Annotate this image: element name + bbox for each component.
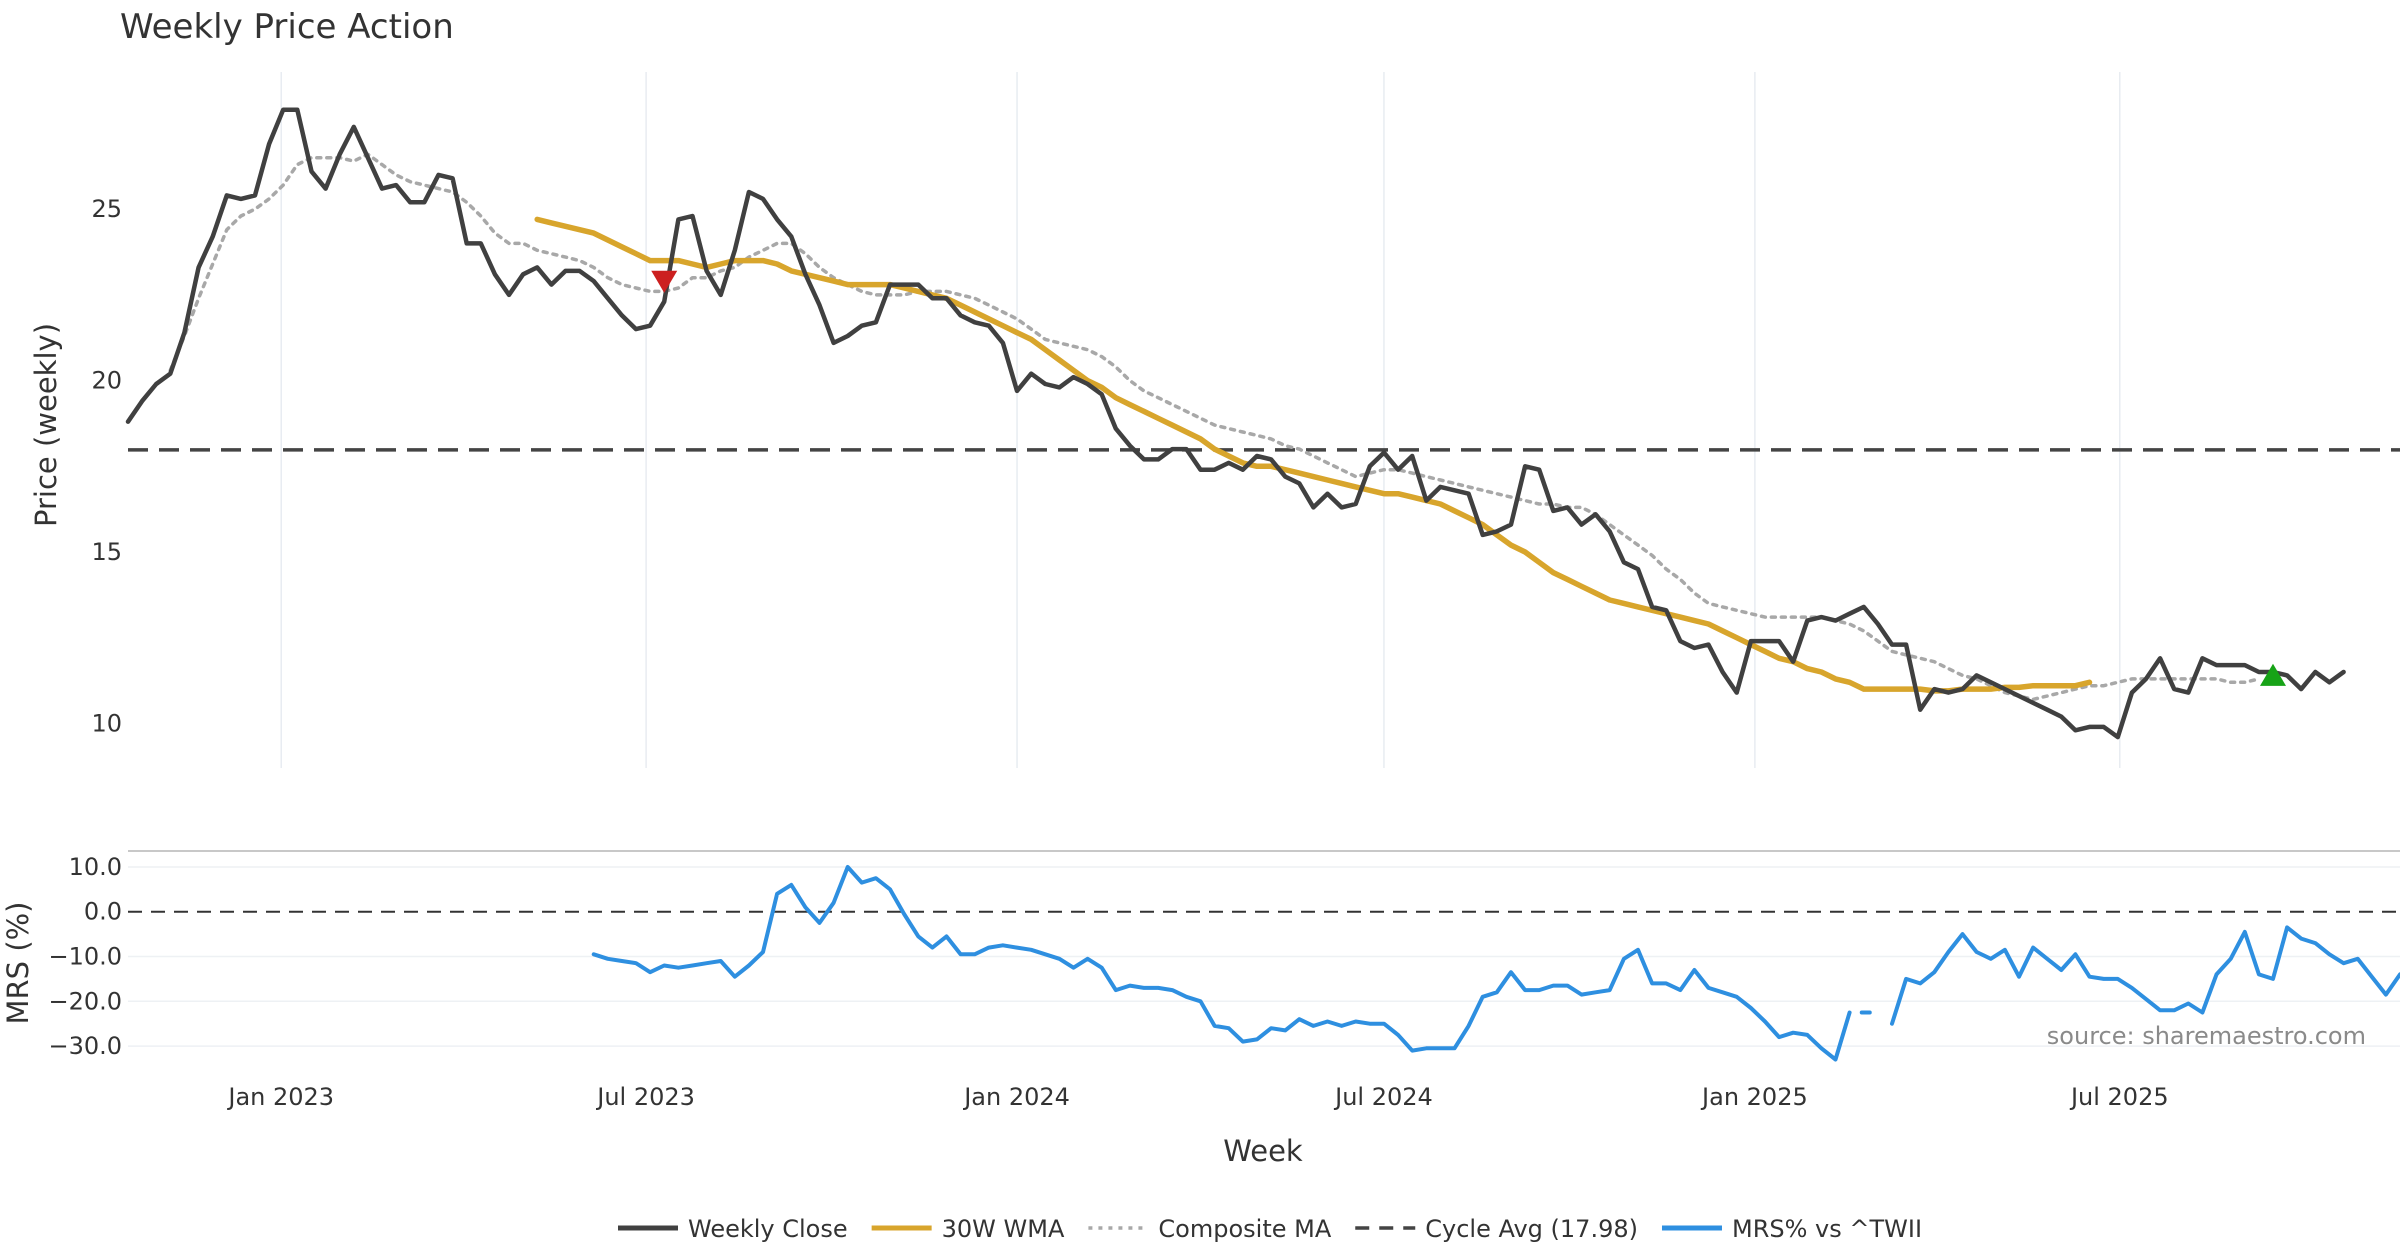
x-axis-label: Week bbox=[1223, 1134, 1303, 1168]
legend: Weekly Close 30W WMA Composite MA Cycle Avg… bbox=[618, 1215, 1922, 1243]
signal-markers bbox=[651, 270, 2286, 686]
x-tick-label: Jan 2025 bbox=[1700, 1083, 1808, 1111]
30w-wma-line bbox=[534, 216, 2093, 694]
price-y-tick-label: 10 bbox=[91, 709, 122, 737]
x-axis-ticks: Jan 2023 Jul 2023 Jan 2024 Jul 2024 Jan 2025… bbox=[226, 1083, 2168, 1111]
mrs-y-tick-label: 10.0 bbox=[69, 853, 122, 881]
mrs-line-segment bbox=[1890, 925, 2400, 1026]
legend-label: MRS% vs ^TWII bbox=[1732, 1215, 1922, 1243]
price-y-tick-label: 25 bbox=[91, 195, 122, 223]
legend-label: Cycle Avg (17.98) bbox=[1425, 1215, 1638, 1243]
price-y-tick-label: 15 bbox=[91, 538, 122, 566]
mrs-y-ticks: 10.0 0.0 −10.0 −20.0 −30.0 bbox=[48, 853, 122, 1060]
x-tick-label: Jan 2024 bbox=[962, 1083, 1070, 1111]
mrs-y-tick-label: −20.0 bbox=[48, 987, 122, 1015]
mrs-series-lines bbox=[128, 865, 2400, 1062]
source-note: source: sharemaestro.com bbox=[2047, 1022, 2366, 1050]
mrs-line-segment bbox=[591, 865, 1852, 1062]
sell-signal-marker bbox=[651, 270, 678, 293]
x-tick-label: Jul 2024 bbox=[1333, 1083, 1433, 1111]
mrs-y-axis-label: MRS (%) bbox=[1, 902, 35, 1025]
chart-title: Weekly Price Action bbox=[120, 7, 454, 47]
price-y-axis-label: Price (weekly) bbox=[29, 323, 63, 527]
legend-label: Composite MA bbox=[1158, 1215, 1331, 1243]
mrs-y-tick-label: −30.0 bbox=[48, 1032, 122, 1060]
x-tick-label: Jul 2023 bbox=[595, 1083, 695, 1111]
buy-signal-marker bbox=[2259, 663, 2286, 686]
mrs-panel-grid bbox=[128, 866, 2400, 1047]
legend-label: Weekly Close bbox=[688, 1215, 848, 1243]
price-panel-grid bbox=[280, 72, 2121, 768]
mrs-y-tick-label: −10.0 bbox=[48, 943, 122, 971]
weekly-close-line bbox=[125, 107, 2346, 740]
x-tick-label: Jul 2025 bbox=[2069, 1083, 2169, 1111]
price-y-ticks: 10 15 20 25 bbox=[91, 195, 122, 737]
mrs-y-tick-label: 0.0 bbox=[84, 898, 122, 926]
price-y-tick-label: 20 bbox=[91, 367, 122, 395]
x-tick-label: Jan 2023 bbox=[226, 1083, 334, 1111]
legend-label: 30W WMA bbox=[942, 1215, 1065, 1243]
composite-ma-line bbox=[168, 152, 2261, 702]
price-series-lines bbox=[125, 107, 2400, 740]
